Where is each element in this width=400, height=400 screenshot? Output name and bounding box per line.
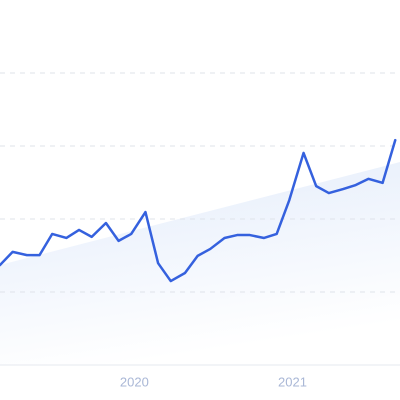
x-tick-label: 2020 [120, 374, 149, 389]
x-tick-label: 2021 [278, 374, 307, 389]
trend-area [0, 162, 400, 365]
line [0, 138, 397, 283]
